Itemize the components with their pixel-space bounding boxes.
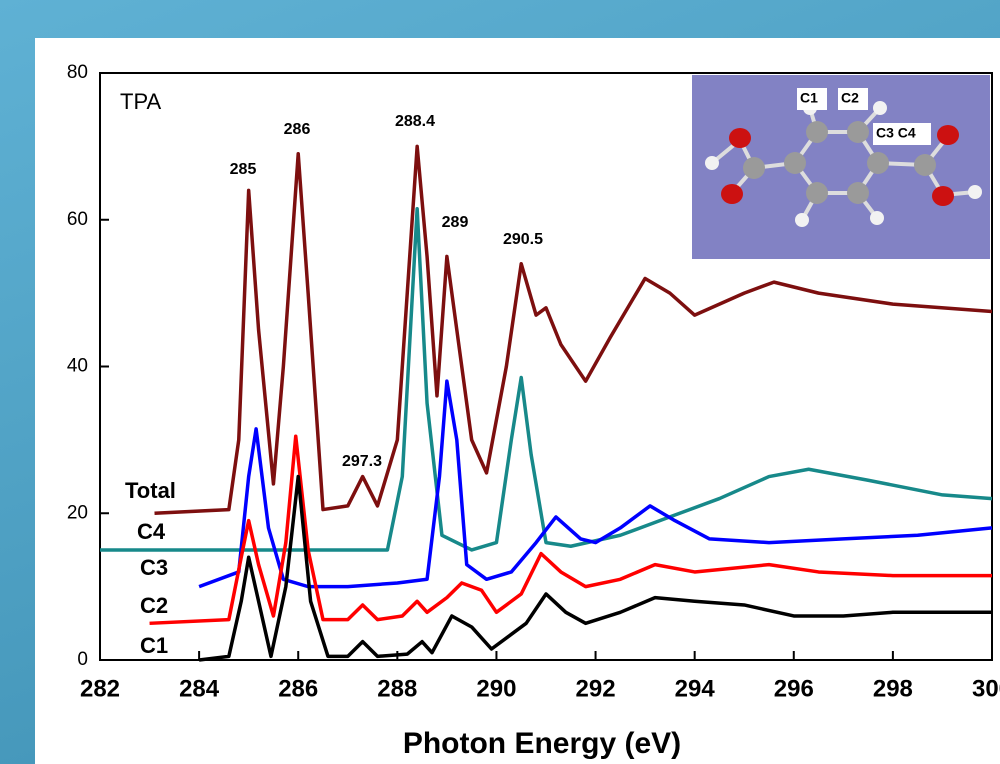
inset-label-box (873, 123, 931, 145)
peak-annotation: 290.5 (503, 231, 543, 248)
series-label: C2 (140, 593, 168, 618)
series-line (149, 434, 992, 626)
peak-annotation: 285 (230, 161, 257, 178)
inset-label: C1 (800, 90, 818, 106)
series-label: Total (125, 478, 176, 503)
series-label: C1 (140, 633, 168, 658)
peak-annotation: 297.3 (342, 453, 382, 470)
peak-annotation: 289 (442, 214, 469, 231)
x-tick-label: 300 (972, 675, 1000, 702)
y-tick-label: 20 (67, 502, 88, 523)
y-tick-label: 60 (67, 209, 88, 230)
inset-label: C3 C4 (876, 125, 916, 141)
inset-label-box (797, 88, 827, 110)
series-line (100, 206, 993, 552)
molecule-inset: C1 C2 C3 C4 (692, 75, 990, 259)
x-tick-label: 296 (774, 675, 814, 702)
y-tick-label: 40 (67, 356, 88, 377)
peak-annotation: 286 (284, 121, 311, 138)
x-tick-label: 284 (179, 675, 220, 702)
x-tick-label: 290 (476, 675, 516, 702)
x-axis-title: Photon Energy (eV) (403, 727, 681, 760)
series-line (154, 144, 993, 515)
x-tick-label: 286 (278, 675, 318, 702)
series-label: C3 (140, 555, 168, 580)
x-tick-label: 288 (377, 675, 417, 702)
chart-label: TPA (120, 89, 161, 114)
x-tick-label: 292 (576, 675, 616, 702)
x-tick-label: 294 (675, 675, 716, 702)
inset-label-box (838, 88, 868, 110)
inset-label: C2 (841, 90, 859, 106)
series-line (198, 379, 993, 589)
x-tick-label: 298 (873, 675, 913, 702)
y-tick-label: 0 (77, 649, 88, 670)
x-tick-label: 282 (80, 675, 120, 702)
peak-annotation: 288.4 (395, 113, 435, 130)
series-label: C4 (137, 519, 166, 544)
series-line (198, 474, 992, 662)
y-tick-label: 80 (67, 62, 88, 83)
